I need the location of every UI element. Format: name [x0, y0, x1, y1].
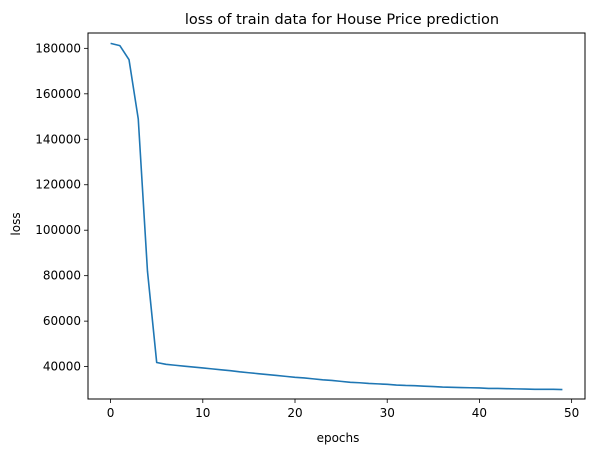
y-tick-label: 140000 [35, 132, 81, 146]
y-tick-label: 80000 [43, 269, 81, 283]
y-axis-ticks: 40000 60000 80000 100000 120000 140000 160000 1… [35, 41, 88, 374]
y-tick-label: 120000 [35, 178, 81, 192]
plot-frame [87, 32, 586, 400]
x-tick-label: 30 [380, 406, 395, 420]
x-tick-label: 40 [472, 406, 487, 420]
x-axis-label: epochs [317, 431, 360, 445]
x-tick-label: 10 [195, 406, 210, 420]
y-axis-label: loss [9, 212, 23, 235]
plot-line-group [110, 42, 563, 391]
y-tick-label: 100000 [35, 223, 81, 237]
x-axis-ticks: 0 10 20 30 40 50 [107, 399, 579, 420]
chart-title: loss of train data for House Price predi… [185, 12, 499, 28]
x-tick-label: 50 [564, 406, 579, 420]
y-tick-label: 180000 [35, 41, 81, 55]
y-tick-label: 160000 [35, 87, 81, 101]
y-tick-label: 40000 [43, 360, 81, 374]
y-tick-label: 60000 [43, 314, 81, 328]
x-tick-label: 0 [107, 406, 115, 420]
x-tick-label: 20 [287, 406, 302, 420]
series-line-0 [110, 42, 563, 391]
